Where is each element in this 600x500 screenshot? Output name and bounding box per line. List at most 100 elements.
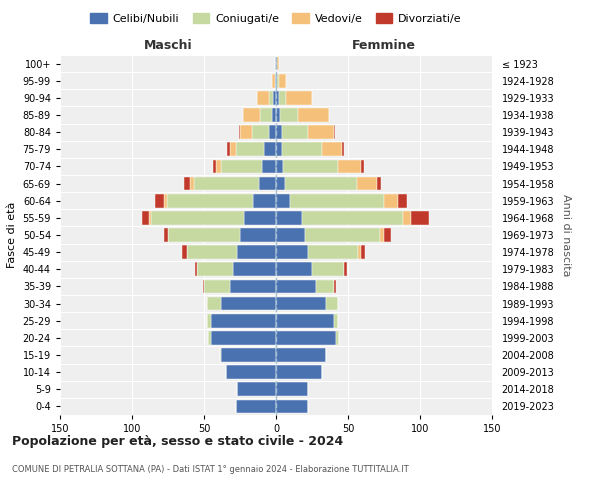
Bar bbox=[361, 246, 365, 259]
Bar bbox=[276, 331, 337, 344]
Bar bbox=[334, 126, 335, 139]
Bar bbox=[203, 280, 204, 293]
Bar bbox=[277, 74, 279, 88]
Bar bbox=[164, 194, 167, 207]
Bar bbox=[273, 91, 276, 104]
Bar bbox=[282, 142, 322, 156]
Bar bbox=[226, 366, 276, 379]
Bar bbox=[276, 262, 312, 276]
Bar bbox=[194, 176, 259, 190]
Bar bbox=[230, 280, 276, 293]
Bar bbox=[151, 211, 244, 224]
Bar bbox=[276, 228, 305, 242]
Bar bbox=[221, 160, 262, 173]
Bar bbox=[279, 74, 286, 88]
Bar bbox=[276, 400, 308, 413]
Bar bbox=[240, 228, 276, 242]
Bar bbox=[269, 126, 276, 139]
Bar bbox=[167, 194, 253, 207]
Bar bbox=[384, 194, 398, 207]
Bar bbox=[276, 246, 308, 259]
Bar bbox=[276, 176, 284, 190]
Bar bbox=[236, 142, 265, 156]
Bar bbox=[344, 262, 347, 276]
Bar bbox=[164, 228, 168, 242]
Bar bbox=[257, 91, 269, 104]
Bar bbox=[262, 160, 276, 173]
Bar bbox=[253, 194, 276, 207]
Bar bbox=[259, 176, 276, 190]
Bar bbox=[184, 176, 190, 190]
Bar bbox=[276, 108, 280, 122]
Bar bbox=[290, 194, 384, 207]
Bar bbox=[212, 160, 215, 173]
Bar bbox=[358, 246, 361, 259]
Bar bbox=[211, 314, 276, 328]
Bar bbox=[251, 126, 269, 139]
Bar bbox=[377, 176, 381, 190]
Bar bbox=[334, 280, 337, 293]
Bar bbox=[155, 194, 164, 207]
Bar bbox=[342, 142, 344, 156]
Bar bbox=[316, 280, 334, 293]
Bar bbox=[207, 296, 221, 310]
Bar bbox=[197, 262, 233, 276]
Bar bbox=[244, 211, 276, 224]
Bar bbox=[276, 74, 277, 88]
Bar bbox=[356, 176, 377, 190]
Bar bbox=[337, 331, 340, 344]
Bar bbox=[334, 314, 338, 328]
Bar bbox=[276, 142, 282, 156]
Bar bbox=[275, 74, 276, 88]
Bar bbox=[276, 91, 279, 104]
Bar bbox=[308, 126, 334, 139]
Bar bbox=[403, 211, 412, 224]
Bar bbox=[204, 280, 230, 293]
Bar bbox=[322, 142, 342, 156]
Bar bbox=[211, 331, 276, 344]
Bar bbox=[276, 211, 302, 224]
Bar bbox=[276, 194, 290, 207]
Bar bbox=[412, 211, 428, 224]
Bar bbox=[237, 246, 276, 259]
Bar bbox=[282, 126, 308, 139]
Bar bbox=[276, 160, 283, 173]
Y-axis label: Anni di nascita: Anni di nascita bbox=[561, 194, 571, 276]
Bar bbox=[221, 296, 276, 310]
Bar bbox=[260, 108, 272, 122]
Bar bbox=[276, 126, 282, 139]
Bar bbox=[302, 211, 403, 224]
Bar bbox=[277, 56, 279, 70]
Bar bbox=[326, 296, 338, 310]
Bar bbox=[265, 142, 276, 156]
Bar bbox=[276, 314, 334, 328]
Bar bbox=[308, 246, 358, 259]
Bar bbox=[215, 160, 221, 173]
Bar bbox=[196, 262, 197, 276]
Bar bbox=[276, 280, 316, 293]
Bar bbox=[275, 56, 276, 70]
Bar bbox=[208, 331, 211, 344]
Bar bbox=[236, 400, 276, 413]
Bar bbox=[384, 228, 391, 242]
Bar bbox=[276, 366, 322, 379]
Bar bbox=[305, 228, 380, 242]
Bar bbox=[240, 126, 251, 139]
Bar bbox=[221, 348, 276, 362]
Bar bbox=[338, 160, 361, 173]
Text: Popolazione per età, sesso e stato civile - 2024: Popolazione per età, sesso e stato civil… bbox=[12, 435, 343, 448]
Bar bbox=[142, 211, 149, 224]
Bar bbox=[182, 246, 187, 259]
Bar bbox=[190, 176, 194, 190]
Bar bbox=[207, 314, 211, 328]
Bar bbox=[272, 74, 275, 88]
Text: Femmine: Femmine bbox=[352, 38, 416, 52]
Bar bbox=[149, 211, 151, 224]
Y-axis label: Fasce di età: Fasce di età bbox=[7, 202, 17, 268]
Bar bbox=[230, 142, 236, 156]
Bar bbox=[269, 91, 273, 104]
Bar bbox=[227, 142, 230, 156]
Bar bbox=[284, 176, 356, 190]
Bar bbox=[276, 382, 308, 396]
Bar bbox=[276, 56, 277, 70]
